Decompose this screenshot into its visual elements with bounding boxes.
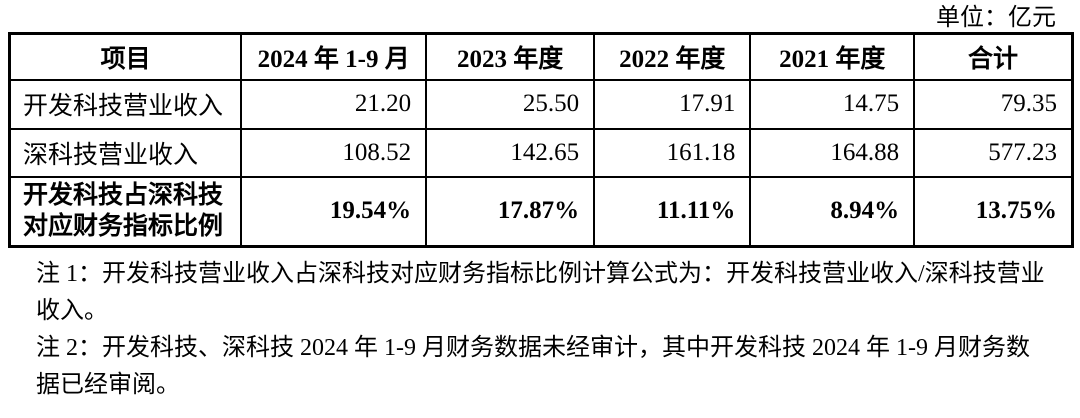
cell-value: 142.65 bbox=[425, 127, 596, 178]
table-row-shenkeji-revenue: 深科技营业收入 108.52 142.65 161.18 164.88 577.… bbox=[8, 127, 1074, 178]
cell-value: 79.35 bbox=[913, 78, 1074, 130]
cell-value: 13.75% bbox=[913, 175, 1074, 248]
row-label-line-2: 对应财务指标比例 bbox=[23, 213, 224, 241]
cell-value: 14.75 bbox=[749, 78, 916, 130]
cell-value: 17.87% bbox=[425, 175, 596, 248]
cell-value: 17.91 bbox=[593, 78, 752, 130]
footnotes: 注 1：开发科技营业收入占深科技对应财务指标比例计算公式为：开发科技营业收入/深… bbox=[36, 256, 1052, 404]
table-header-row: 项目 2024 年 1-9 月 2023 年度 2022 年度 2021 年度 … bbox=[8, 32, 1074, 81]
cell-value: 164.88 bbox=[749, 127, 916, 178]
cell-value: 25.50 bbox=[425, 78, 596, 130]
financial-table: 项目 2024 年 1-9 月 2023 年度 2022 年度 2021 年度 … bbox=[8, 32, 1074, 248]
table-row-kaifa-revenue: 开发科技营业收入 21.20 25.50 17.91 14.75 79.35 bbox=[8, 78, 1074, 130]
row-label: 深科技营业收入 bbox=[8, 127, 243, 178]
cell-value: 21.20 bbox=[240, 78, 428, 130]
cell-value: 11.11% bbox=[593, 175, 752, 248]
cell-value: 161.18 bbox=[593, 127, 752, 178]
footnote-2: 注 2：开发科技、深科技 2024 年 1-9 月财务数据未经审计，其中开发科技… bbox=[36, 335, 1030, 398]
header-2023: 2023 年度 bbox=[425, 32, 596, 81]
header-item: 项目 bbox=[8, 32, 243, 81]
row-label-line-1: 开发科技占深科技 bbox=[23, 182, 224, 210]
header-2021: 2021 年度 bbox=[749, 32, 916, 81]
unit-label: 单位：亿元 bbox=[936, 5, 1056, 31]
header-total: 合计 bbox=[913, 32, 1074, 81]
cell-value: 577.23 bbox=[913, 127, 1074, 178]
cell-value: 19.54% bbox=[240, 175, 428, 248]
table-row-ratio: 开发科技占深科技 对应财务指标比例 19.54% 17.87% 11.11% 8… bbox=[8, 175, 1074, 248]
footnote-1: 注 1：开发科技营业收入占深科技对应财务指标比例计算公式为：开发科技营业收入/深… bbox=[36, 261, 1045, 324]
header-2024-1-9: 2024 年 1-9 月 bbox=[240, 32, 428, 81]
cell-value: 108.52 bbox=[240, 127, 428, 178]
row-label: 开发科技营业收入 bbox=[8, 78, 243, 130]
row-label: 开发科技占深科技 对应财务指标比例 bbox=[8, 175, 243, 248]
cell-value: 8.94% bbox=[749, 175, 916, 248]
header-2022: 2022 年度 bbox=[593, 32, 752, 81]
